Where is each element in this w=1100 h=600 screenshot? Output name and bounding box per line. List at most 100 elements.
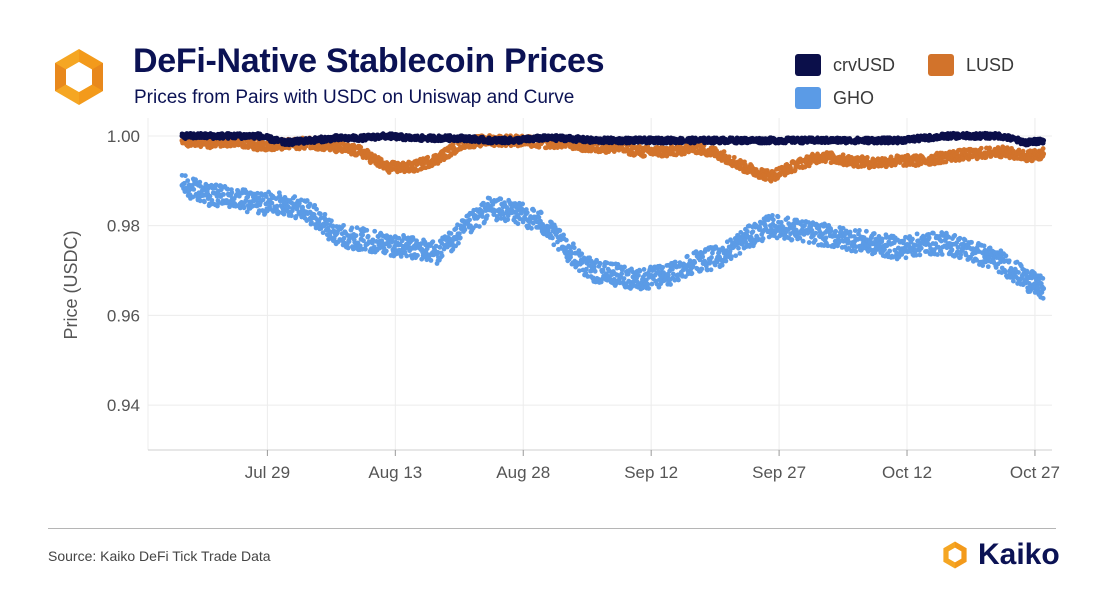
- data-point: [481, 200, 486, 206]
- x-tick-label: Oct 27: [1010, 463, 1060, 482]
- data-point: [721, 149, 727, 155]
- data-point: [202, 192, 208, 198]
- legend-swatch-gho: [795, 87, 821, 109]
- data-point: [719, 262, 725, 268]
- data-point: [1035, 285, 1041, 291]
- data-point: [330, 223, 336, 229]
- data-point: [236, 193, 242, 199]
- data-point: [785, 215, 791, 221]
- data-point: [213, 182, 219, 188]
- data-point: [978, 145, 984, 151]
- data-point: [946, 234, 952, 240]
- data-point: [637, 268, 643, 274]
- data-point: [760, 236, 766, 241]
- legend-item-lusd: LUSD: [928, 54, 1014, 76]
- data-point: [435, 250, 440, 255]
- data-point: [938, 238, 944, 244]
- data-point: [437, 244, 443, 250]
- data-point: [557, 228, 563, 233]
- data-point: [549, 235, 555, 241]
- x-tick-label: Aug 13: [368, 463, 422, 482]
- data-point: [307, 201, 313, 207]
- data-point: [304, 198, 310, 203]
- data-point: [957, 235, 963, 241]
- data-point: [329, 218, 334, 224]
- data-point: [825, 243, 831, 249]
- chart-title: DeFi-Native Stablecoin Prices: [133, 42, 605, 80]
- data-point: [597, 261, 603, 267]
- data-point: [197, 198, 203, 204]
- data-point: [884, 243, 890, 249]
- data-point: [382, 241, 387, 247]
- data-point: [882, 247, 887, 252]
- data-point: [430, 239, 436, 245]
- data-point: [289, 213, 294, 219]
- y-tick-label: 1.00: [107, 127, 140, 146]
- chart-subtitle: Prices from Pairs with USDC on Uniswap a…: [134, 87, 575, 108]
- data-point: [457, 235, 463, 241]
- x-tick-label: Sep 12: [624, 463, 678, 482]
- data-point: [799, 219, 805, 225]
- legend-swatch-lusd: [928, 54, 954, 76]
- data-point: [823, 235, 829, 241]
- data-point: [561, 232, 566, 238]
- data-point: [600, 267, 606, 273]
- data-point: [708, 267, 714, 273]
- data-point: [524, 210, 530, 216]
- data-point: [670, 266, 675, 272]
- data-point: [729, 254, 734, 259]
- data-point: [1024, 269, 1030, 275]
- data-point: [668, 282, 673, 287]
- data-point: [255, 190, 260, 196]
- data-point: [612, 271, 618, 277]
- data-point: [341, 235, 347, 241]
- data-point: [806, 240, 812, 245]
- data-point: [1026, 280, 1032, 286]
- data-point: [853, 249, 859, 254]
- data-point: [281, 211, 287, 217]
- data-point: [935, 252, 940, 257]
- data-point: [930, 230, 936, 236]
- data-point: [797, 235, 803, 241]
- data-point: [286, 204, 292, 210]
- data-point: [1003, 253, 1009, 259]
- data-point: [622, 264, 627, 270]
- data-point: [407, 245, 413, 251]
- data-point: [949, 247, 955, 253]
- data-point: [588, 268, 593, 274]
- data-point: [189, 183, 195, 188]
- data-point: [731, 154, 737, 160]
- data-point: [672, 259, 678, 265]
- data-point: [529, 225, 534, 231]
- data-point: [642, 153, 647, 159]
- data-point: [398, 254, 404, 259]
- data-point: [341, 222, 346, 228]
- data-point: [981, 243, 987, 249]
- data-point: [324, 221, 330, 227]
- data-point: [661, 270, 666, 276]
- data-point: [305, 211, 311, 217]
- data-point: [476, 224, 482, 229]
- data-point: [743, 162, 748, 168]
- data-point: [828, 228, 834, 234]
- data-point: [687, 258, 693, 264]
- data-point: [770, 217, 776, 223]
- data-point: [229, 190, 235, 195]
- data-point: [439, 253, 445, 259]
- data-point: [918, 245, 924, 251]
- data-point: [1040, 276, 1046, 281]
- data-point: [676, 277, 681, 283]
- data-point: [987, 145, 993, 151]
- data-point: [641, 267, 647, 272]
- data-point: [895, 245, 902, 251]
- data-point: [190, 194, 196, 200]
- data-point: [383, 248, 389, 254]
- data-point: [955, 249, 960, 255]
- data-point: [276, 209, 281, 215]
- data-point: [809, 228, 815, 233]
- x-tick-label: Sep 27: [752, 463, 806, 482]
- legend-label-crvusd: crvUSD: [833, 54, 895, 75]
- data-point: [209, 197, 215, 203]
- data-point: [372, 228, 378, 234]
- data-point: [621, 276, 627, 281]
